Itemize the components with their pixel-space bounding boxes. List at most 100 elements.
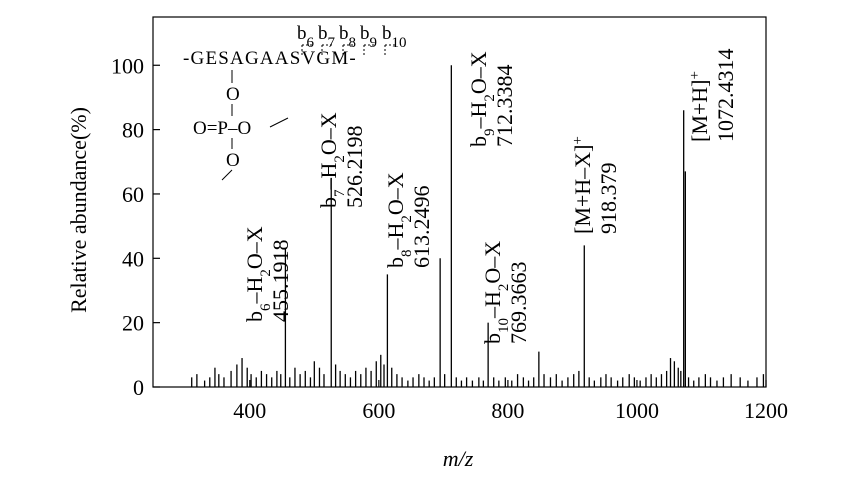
label-part: H	[480, 291, 505, 307]
label-part: –X	[466, 51, 491, 79]
annotation-mz: 1072.4314	[713, 49, 738, 143]
b-ion-label: b10	[382, 23, 407, 51]
peak-annotation: [M+H–X]+918.379	[570, 136, 621, 234]
label-part: [M+H–X]	[570, 145, 595, 234]
y-tick-label: 100	[111, 53, 144, 78]
annotation-ion: b7–H2O–X	[316, 112, 348, 208]
phosphate-center: O=P–O	[193, 118, 251, 139]
y-tick-label: 0	[133, 375, 144, 400]
y-tick-label: 20	[122, 311, 144, 336]
plot-frame	[152, 16, 767, 388]
label-part: b	[382, 23, 392, 44]
annotation-ion: b8–H2O–X	[383, 172, 415, 268]
label-part: b	[242, 311, 267, 322]
label-part: –X	[242, 226, 267, 254]
label-part: b	[318, 23, 328, 44]
label-part: b	[297, 23, 307, 44]
label-part: 9	[370, 35, 378, 51]
x-axis-title: m/z	[443, 446, 474, 471]
label-part: 2	[399, 215, 415, 223]
annotation-ion: b6–H2O–X	[242, 226, 274, 322]
label-part: H	[466, 102, 491, 118]
annotation-mz: 526.2198	[342, 126, 367, 209]
label-part: b	[360, 23, 370, 44]
annotation-mz: 769.3663	[506, 262, 531, 345]
peak-annotation: [M+H]+ 1072.4314	[687, 49, 738, 143]
label-part: –	[242, 292, 267, 305]
y-axis-title: Relative abundance(%)	[66, 107, 91, 313]
annotation-ion: [M+H–X]+	[570, 136, 595, 234]
label-part: +	[570, 136, 586, 144]
annotation-ion: b10–H2O–X	[480, 241, 512, 344]
label-part: b	[480, 333, 505, 344]
label-part: 2	[332, 155, 348, 163]
peak-annotation: b9–H2O–X 712.3384	[466, 51, 517, 147]
label-part: 8	[349, 35, 357, 51]
label-part: 7	[328, 35, 336, 51]
label-part: 9	[482, 129, 498, 137]
x-tick-label: 1200	[744, 398, 788, 423]
label-part: –	[316, 178, 341, 191]
label-part: 10	[496, 318, 512, 333]
label-part: +	[687, 71, 703, 79]
plot-border	[152, 16, 767, 388]
label-part: O	[242, 253, 267, 269]
label-part: 2	[482, 94, 498, 102]
y-tick-label: 60	[122, 182, 144, 207]
label-part: O	[383, 199, 408, 215]
label-part: b	[339, 23, 349, 44]
label-part: –X	[383, 172, 408, 200]
label-part: 6	[258, 303, 274, 311]
label-part: b	[383, 257, 408, 268]
label-part: –	[383, 238, 408, 251]
label-part: 2	[496, 284, 512, 292]
label-part: 7	[332, 189, 348, 197]
bond	[269, 117, 289, 128]
label-part: b	[316, 197, 341, 208]
annotation-mz: 455.1918	[268, 240, 293, 323]
label-part: O	[316, 139, 341, 155]
annotation-mz: 712.3384	[492, 65, 517, 148]
label-part: 10	[392, 35, 407, 51]
peak-annotation: b8–H2O–X 613.2496	[383, 172, 434, 268]
peak-annotation: b7–H2O–X 526.2198	[316, 112, 367, 208]
b-ion-label: b6	[297, 23, 315, 51]
peak-annotation: b6–H2O–X 455.1918	[242, 226, 293, 322]
label-part: –	[466, 117, 491, 130]
peptide-structure: b6 b7 b8 b9 b10-GESAGAASVGM-OO=P–OO	[183, 23, 407, 181]
spectrum-peaks	[191, 65, 765, 387]
annotation-mz: 613.2496	[409, 186, 434, 269]
label-part: [M+H]	[687, 79, 712, 142]
y-tick-label: 80	[122, 118, 144, 143]
label-part: 6	[307, 35, 315, 51]
label-part: b	[466, 136, 491, 147]
peptide-sequence: -GESAGAASVGM-	[183, 48, 357, 69]
x-tick-label: 600	[362, 398, 395, 423]
x-tick-label: 1000	[615, 398, 659, 423]
x-tick-label: 800	[491, 398, 524, 423]
annotation-mz: 918.379	[596, 163, 621, 235]
phosphate-o-bottom: O	[226, 150, 240, 171]
b-ion-label: b8	[339, 23, 356, 51]
label-part: H	[383, 223, 408, 239]
label-part: 2	[258, 269, 274, 277]
y-tick-label: 40	[122, 246, 144, 271]
axis-ticks: 400 600 800 1000 1200 0 20 40 60 80 100	[111, 53, 788, 423]
label-part: O	[466, 78, 491, 94]
bond	[221, 169, 233, 181]
label-part: O	[480, 268, 505, 284]
label-part: –X	[316, 112, 341, 140]
label-part: H	[316, 163, 341, 179]
phosphate-o-top: O	[226, 84, 240, 105]
annotation-ion: b9–H2O–X	[466, 51, 498, 147]
label-part: –X	[480, 241, 505, 269]
label-part: H	[242, 277, 267, 293]
label-part: 8	[399, 250, 415, 258]
annotation-ion: [M+H]+	[687, 71, 712, 142]
b-ion-label: b9	[360, 23, 377, 51]
b-ion-label: b7	[318, 23, 336, 51]
label-part: –	[480, 306, 505, 319]
